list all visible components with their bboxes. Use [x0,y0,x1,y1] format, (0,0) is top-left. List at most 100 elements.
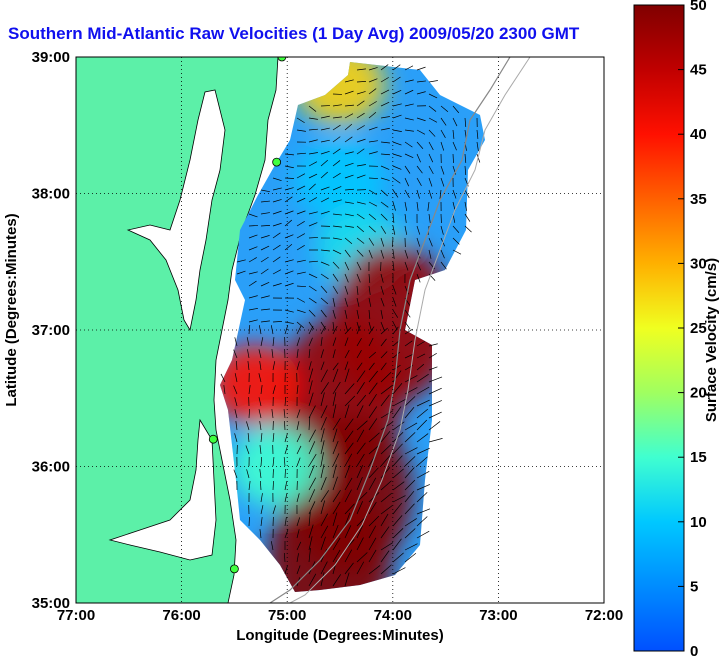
colorbar-tick-label: 45 [690,62,707,79]
velocity-vector [464,153,467,163]
velocity-vector [259,469,262,479]
velocity-vector [246,337,250,347]
velocity-vector [428,343,438,347]
velocity-vector [270,325,274,335]
velocity-vector [440,261,447,270]
x-tick-label: 73:00 [479,607,517,624]
velocity-vector [368,362,375,371]
velocity-vector [260,189,270,193]
velocity-vector [344,395,356,407]
velocity-vector [392,103,402,107]
colorbar-tick-label: 10 [690,514,707,531]
velocity-vector [428,177,433,187]
velocity-vector [428,105,437,112]
velocity-vector [260,235,270,239]
velocity-vector [320,405,328,419]
velocity-vector [296,409,301,419]
velocity-vector [296,433,302,443]
velocity-vector [380,127,390,131]
velocity-vector [284,243,293,251]
velocity-vector [440,129,446,139]
colorbar-tick-label: 15 [690,449,707,466]
velocity-vector [284,493,288,503]
velocity-vector [344,151,354,155]
velocity-vector [272,199,282,203]
colorbar [633,4,685,652]
velocity-vector [380,505,393,515]
velocity-vector [392,455,403,467]
velocity-vector [235,421,238,431]
velocity-vector [368,382,378,395]
velocity-vector [308,117,318,120]
velocity-vector [332,104,342,107]
velocity-vector [392,528,404,539]
velocity-vector [404,213,407,223]
velocity-vector [320,392,325,407]
velocity-vector [380,321,385,331]
velocity-vector [392,129,402,132]
velocity-vector [380,213,388,221]
velocity-vector [356,382,365,395]
velocity-vector [284,309,294,313]
velocity-vector [368,249,373,259]
velocity-vector [356,285,359,295]
velocity-vector [404,518,417,527]
velocity-vector [464,117,467,127]
velocity-vector [248,385,251,395]
velocity-vector [320,210,330,215]
velocity-vector [296,325,302,335]
velocity-vector [332,404,337,419]
velocity-vector [428,387,442,395]
velocity-vector [320,285,328,293]
velocity-vector [356,362,363,371]
colorbar-tick-label: 20 [690,385,707,402]
velocity-vector [452,249,462,255]
velocity-vector [356,273,361,283]
velocity-vector [392,153,402,157]
velocity-vector [392,443,403,455]
velocity-vector [356,525,364,539]
velocity-vector [246,421,250,431]
velocity-vector [332,349,336,359]
velocity-vector [308,429,316,443]
velocity-vector [332,172,341,179]
velocity-vector [356,125,365,131]
velocity-vector [380,177,390,181]
velocity-vector [344,549,353,563]
velocity-vector [320,249,330,252]
velocity-vector [308,453,317,467]
velocity-vector [356,309,360,319]
velocity-vector [332,297,336,307]
velocity-vector [368,432,380,443]
velocity-vector [296,129,306,132]
velocity-vector [392,432,404,443]
velocity-vector [416,225,421,235]
velocity-vector [380,421,393,431]
velocity-vector [296,421,300,431]
velocity-vector [332,476,338,491]
velocity-vector [356,561,365,575]
velocity-vector [247,433,250,443]
velocity-vector [392,370,402,383]
velocity-vector [380,116,390,119]
velocity-vector [272,283,282,287]
velocity-vector [368,406,378,419]
velocity-vector [284,396,287,407]
velocity-vector [368,565,381,575]
velocity-vector [368,237,375,246]
velocity-vector [284,165,294,169]
velocity-vector [392,261,395,271]
velocity-vector [404,407,415,419]
velocity-vector [380,285,384,295]
velocity-vector [344,442,354,455]
velocity-vector [452,153,454,164]
velocity-vector [344,321,348,331]
velocity-vector [368,297,372,307]
velocity-vector [452,105,460,114]
velocity-vector [320,186,330,191]
velocity-vector [236,259,246,263]
velocity-vector [392,321,398,331]
velocity-vector [368,225,376,233]
velocity-vector [416,177,422,186]
velocity-vector [259,445,262,455]
